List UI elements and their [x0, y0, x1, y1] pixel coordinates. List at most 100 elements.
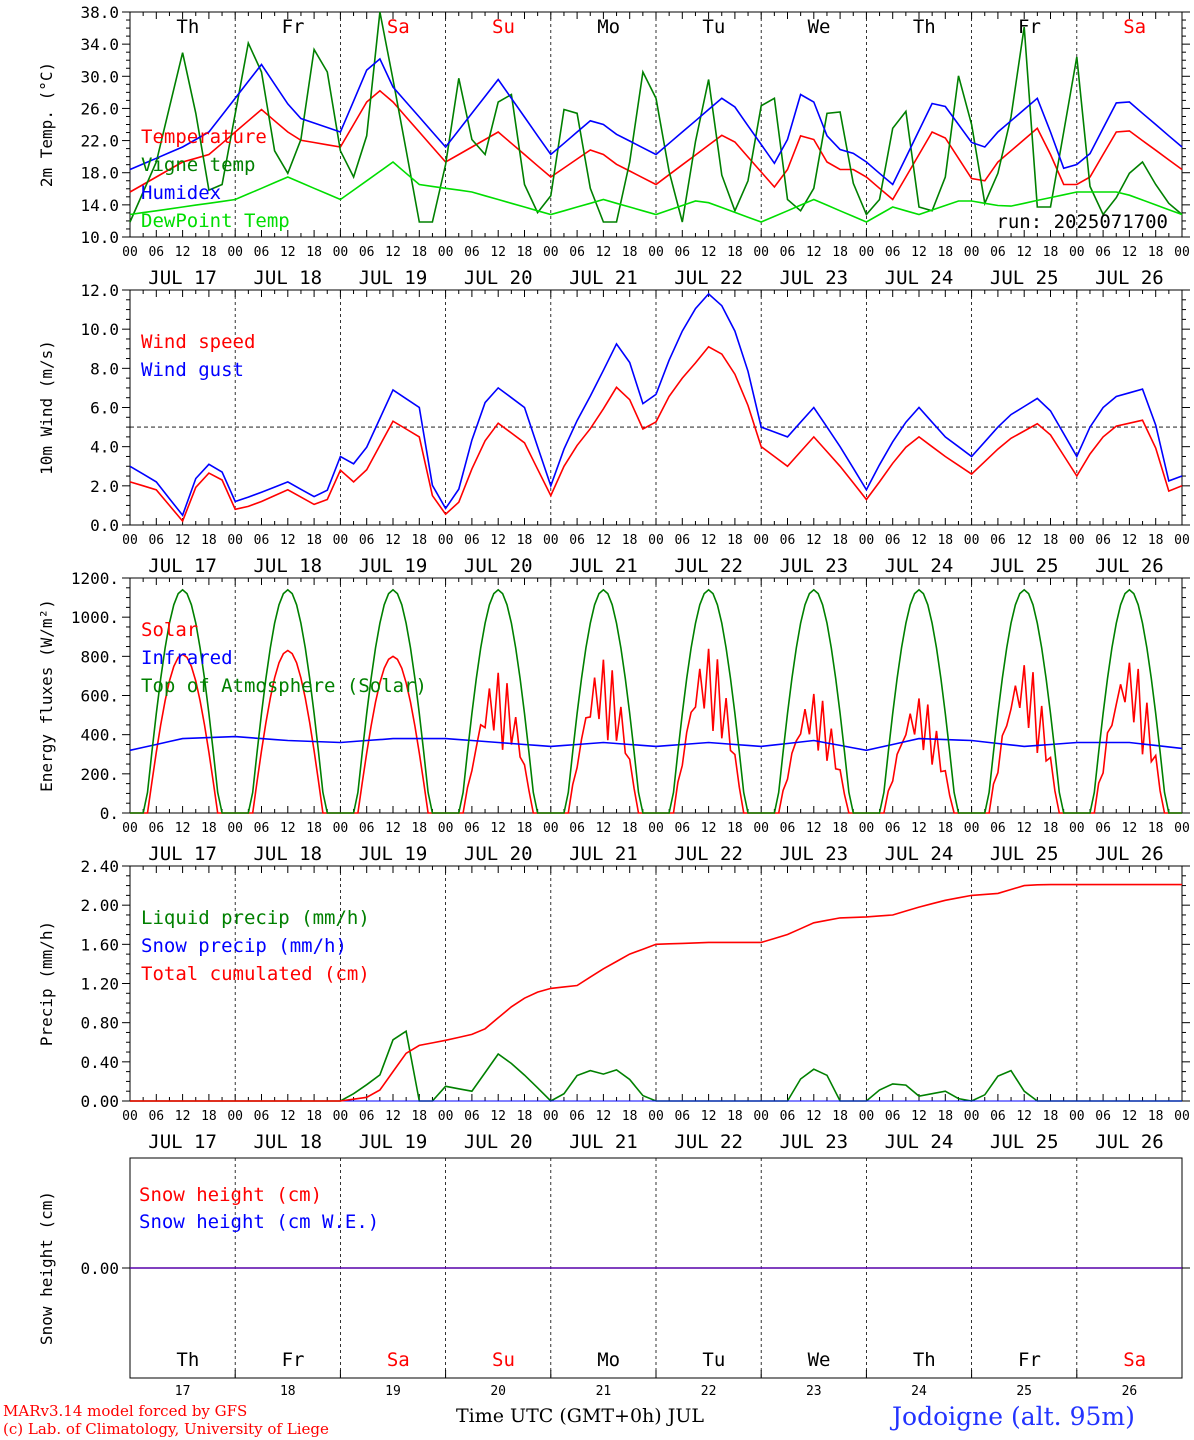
y-tick-label: 22.0 — [80, 132, 119, 151]
y-tick-label: 0.80 — [80, 1014, 119, 1033]
hour-label: 12 — [280, 821, 296, 836]
y-tick-label: 800. — [80, 647, 119, 666]
hour-label: 12 — [1016, 533, 1032, 548]
date-label: JUL 19 — [359, 843, 428, 865]
hour-label: 00 — [753, 533, 769, 548]
hour-label: 00 — [648, 1109, 664, 1124]
hour-label: 06 — [674, 821, 690, 836]
hour-label: 18 — [306, 821, 322, 836]
hour-label: 12 — [175, 1109, 191, 1124]
hour-label: 06 — [148, 245, 164, 260]
date-label: JUL 17 — [148, 1131, 217, 1153]
series-line-dewpoint-temp — [129, 160, 1183, 223]
hour-label: 18 — [832, 1109, 848, 1124]
date-label: JUL 17 — [148, 267, 217, 289]
hour-label: 18 — [517, 1109, 533, 1124]
hour-label: 18 — [727, 1109, 743, 1124]
y-tick-label: 18.0 — [80, 164, 119, 183]
hour-label: 18 — [937, 533, 953, 548]
hour-label: 06 — [990, 821, 1006, 836]
series-line-wind-gust — [129, 292, 1183, 517]
hour-label: 12 — [175, 245, 191, 260]
hour-label: 12 — [490, 821, 506, 836]
y-tick-label: 4.0 — [90, 438, 119, 457]
hour-label: 06 — [885, 821, 901, 836]
date-label: JUL 25 — [990, 843, 1059, 865]
weekday-label: Fr — [1018, 16, 1041, 38]
hour-label: 00 — [964, 1109, 980, 1124]
y-tick-label: 1000. — [71, 608, 119, 627]
hour-label: 00 — [648, 533, 664, 548]
legend-entry: Snow height (cm W.E.) — [139, 1211, 379, 1233]
date-label: JUL 23 — [779, 267, 848, 289]
hour-label: 18 — [622, 1109, 638, 1124]
hour-label: 18 — [517, 821, 533, 836]
hour-label: 18 — [1148, 821, 1164, 836]
wind-panel: 0.0 2.0 4.0 6.0 8.0 10.0 12.0 10m Wind (m/s) 00 0… — [37, 281, 1190, 577]
hour-label: 18 — [622, 533, 638, 548]
hour-label: 12 — [280, 533, 296, 548]
hour-label: 12 — [806, 1109, 822, 1124]
hour-label: 18 — [1043, 533, 1059, 548]
hour-label-last: 00 — [1174, 1109, 1190, 1124]
hour-label: 06 — [674, 533, 690, 548]
hour-label: 18 — [1148, 533, 1164, 548]
date-label: JUL 21 — [569, 1131, 638, 1153]
hour-label: 06 — [1095, 821, 1111, 836]
hour-label: 18 — [411, 533, 427, 548]
hour-label: 00 — [438, 533, 454, 548]
snow-y-axis-label: Snow height (cm) — [37, 1191, 56, 1345]
date-label: JUL 26 — [1095, 555, 1164, 577]
date-label: JUL 23 — [779, 1131, 848, 1153]
date-label: JUL 24 — [885, 555, 954, 577]
hour-label: 12 — [701, 1109, 717, 1124]
hour-label: 06 — [569, 533, 585, 548]
y-tick-label: 600. — [80, 687, 119, 706]
hour-label: 00 — [964, 533, 980, 548]
hour-label: 06 — [990, 245, 1006, 260]
y-tick-label: 8.0 — [90, 359, 119, 378]
y-tick-label: 10.0 — [80, 228, 119, 247]
hour-label: 12 — [1122, 821, 1138, 836]
hour-label: 06 — [1095, 1109, 1111, 1124]
hour-label: 00 — [753, 821, 769, 836]
hour-label: 18 — [622, 245, 638, 260]
y-tick-label: 1200. — [71, 569, 119, 588]
hour-label: 12 — [175, 533, 191, 548]
hour-label: 06 — [990, 1109, 1006, 1124]
hour-label: 06 — [780, 1109, 796, 1124]
hour-label: 00 — [122, 245, 138, 260]
date-label: JUL 26 — [1095, 843, 1164, 865]
hour-label: 06 — [780, 245, 796, 260]
y-tick-label: 6.0 — [90, 399, 119, 418]
hour-label: 06 — [780, 533, 796, 548]
legend-entry: DewPoint Temp — [141, 210, 290, 232]
y-tick-label: 34.0 — [80, 35, 119, 54]
hour-label: 18 — [727, 821, 743, 836]
temp-panel: 10.0 14.0 18.0 22.0 26.0 30.0 34.0 38.0 2m Temp.… — [37, 3, 1190, 289]
hour-label: 00 — [964, 245, 980, 260]
date-label: JUL 21 — [569, 555, 638, 577]
y-tick-label: 2.00 — [80, 896, 119, 915]
x-axis-title: Time UTC (GMT+0h) JUL — [456, 1405, 704, 1427]
hour-label: 12 — [1122, 1109, 1138, 1124]
legend-entry: Total cumulated (cm) — [141, 963, 370, 985]
hour-label: 12 — [490, 533, 506, 548]
hour-label: 00 — [1069, 1109, 1085, 1124]
date-label: JUL 24 — [885, 843, 954, 865]
footer-model-credit: MARv3.14 model forced by GFS — [3, 1402, 248, 1420]
hour-label-last: 00 — [1174, 245, 1190, 260]
energy-y-axis-label: Energy fluxes (W/m²) — [37, 599, 56, 792]
hour-label: 00 — [859, 533, 875, 548]
hour-label: 18 — [201, 533, 217, 548]
hour-label: 06 — [885, 245, 901, 260]
hour-label: 00 — [227, 1109, 243, 1124]
hour-label: 06 — [990, 533, 1006, 548]
hour-label: 12 — [490, 245, 506, 260]
series-line-temperature — [129, 89, 1183, 201]
hour-label-last: 00 — [1174, 821, 1190, 836]
day-number-label: 19 — [385, 1384, 401, 1399]
hour-label: 06 — [464, 245, 480, 260]
hour-label: 12 — [490, 1109, 506, 1124]
hour-label: 06 — [148, 533, 164, 548]
